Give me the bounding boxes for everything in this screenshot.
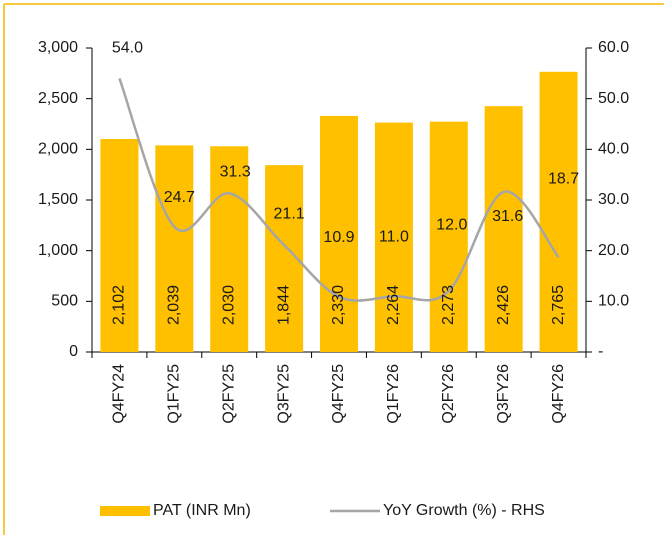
x-tick-label: Q4FY24	[111, 364, 128, 424]
y2-tick-label: 40.0	[598, 141, 629, 158]
bar-label: 2,765	[550, 285, 567, 325]
bar-label: 1,844	[275, 285, 292, 325]
bar-label: 2,102	[111, 285, 128, 325]
x-tick-label: Q4FY26	[550, 364, 567, 424]
y2-tick-label: 30.0	[598, 191, 629, 208]
line-label: 18.7	[548, 170, 579, 187]
y-tick-label: 0	[69, 343, 78, 360]
y2-tick-label: 60.0	[598, 39, 629, 56]
y-tick-label: 3,000	[38, 39, 78, 56]
bar	[484, 106, 523, 352]
y2-tick-label: -	[598, 343, 603, 360]
bar	[100, 138, 139, 352]
y-tick-label: 2,000	[38, 141, 78, 158]
bar	[155, 145, 194, 352]
y-tick-label: 500	[51, 293, 78, 310]
line-label: 31.3	[220, 164, 251, 181]
y-tick-label: 1,000	[38, 242, 78, 259]
bar	[539, 71, 578, 353]
y2-tick-label: 50.0	[598, 90, 629, 107]
line-label: 21.1	[274, 205, 305, 222]
y2-tick-label: 10.0	[598, 293, 629, 310]
legend-label: YoY Growth (%) - RHS	[383, 502, 545, 519]
x-tick-label: Q2FY26	[440, 364, 457, 424]
bar	[374, 122, 413, 353]
bar-label: 2,330	[330, 285, 347, 325]
legend-swatch	[100, 506, 150, 516]
x-tick-label: Q2FY25	[220, 364, 237, 424]
line-label: 10.9	[323, 229, 354, 246]
line-label: 12.0	[436, 216, 467, 233]
bar-label: 2,264	[385, 285, 402, 325]
bar-label: 2,030	[220, 285, 237, 325]
y-tick-label: 2,500	[38, 90, 78, 107]
x-tick-label: Q3FY25	[275, 364, 292, 424]
x-tick-label: Q1FY25	[166, 364, 183, 424]
legend-label: PAT (INR Mn)	[153, 502, 251, 519]
bar	[210, 146, 249, 352]
line-label: 31.6	[492, 208, 523, 225]
bar	[320, 115, 358, 352]
y-tick-label: 1,500	[38, 191, 78, 208]
line-label: 54.0	[112, 40, 143, 57]
x-tick-label: Q4FY25	[330, 364, 347, 424]
bar	[429, 121, 468, 352]
x-tick-label: Q1FY26	[385, 364, 402, 424]
y2-tick-label: 20.0	[598, 242, 629, 259]
bar-label: 2,273	[440, 285, 457, 325]
line-label: 11.0	[379, 228, 409, 245]
bar-label: 2,039	[166, 285, 183, 325]
line-label: 24.7	[164, 189, 195, 206]
line	[118, 77, 560, 302]
bar-label: 2,426	[495, 285, 512, 325]
x-tick-label: Q3FY26	[495, 364, 512, 424]
